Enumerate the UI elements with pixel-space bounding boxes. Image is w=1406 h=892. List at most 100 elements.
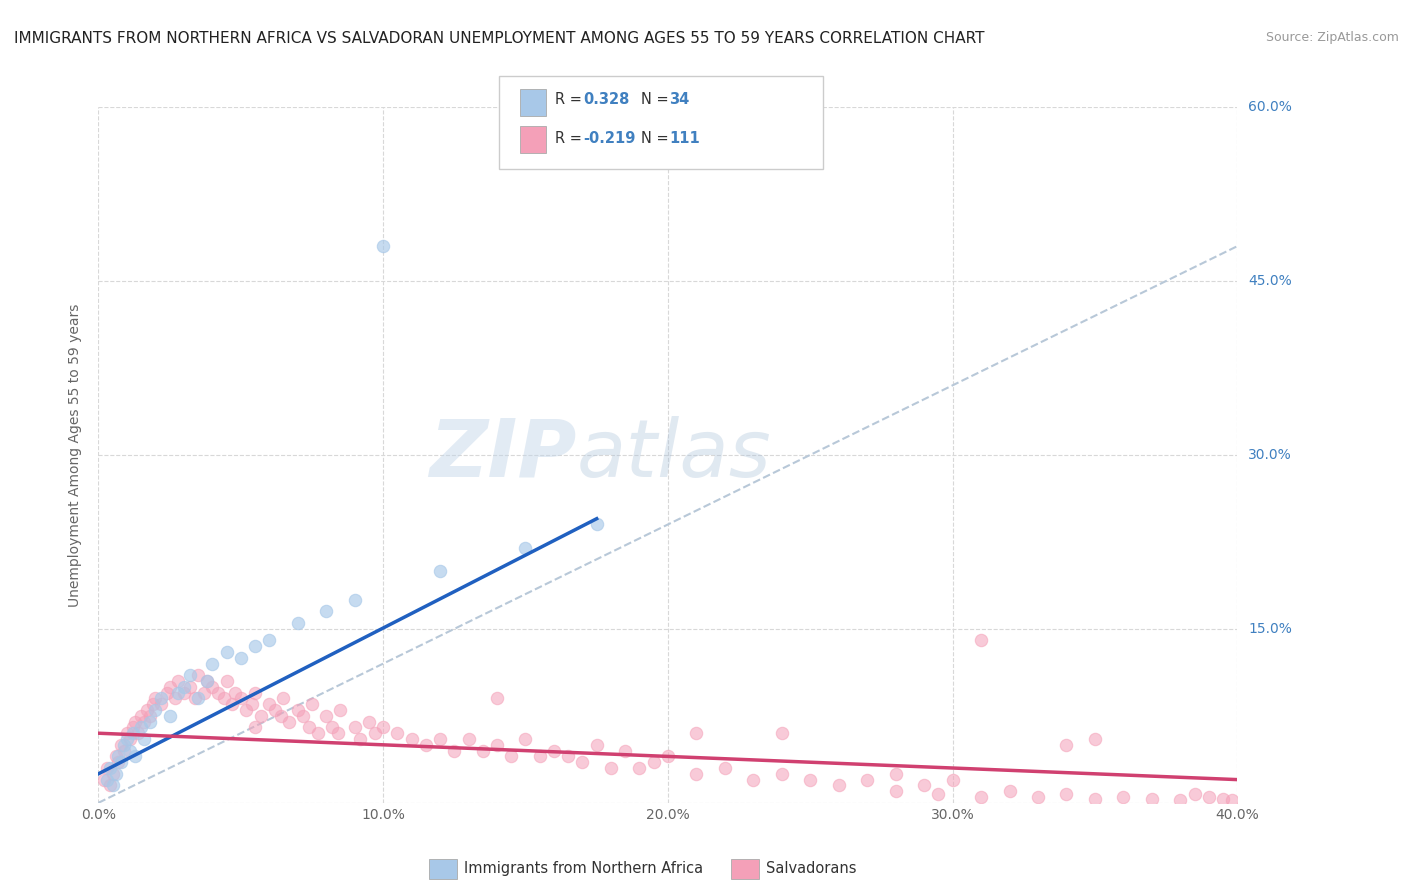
Text: 15.0%: 15.0%: [1249, 622, 1292, 636]
Point: [96, 761, 118, 775]
Point: [121, 721, 143, 735]
Point: [301, 698, 323, 712]
Point: [145, 703, 167, 717]
Point: [187, 691, 209, 706]
Point: [643, 755, 665, 769]
Point: [278, 714, 301, 729]
Text: Immigrants from Northern Africa: Immigrants from Northern Africa: [464, 862, 703, 876]
Point: [329, 703, 352, 717]
Point: [156, 685, 179, 699]
Point: [571, 755, 593, 769]
Point: [249, 708, 271, 723]
Point: [124, 714, 146, 729]
Point: [970, 633, 993, 648]
Point: [173, 680, 195, 694]
Text: R =: R =: [555, 93, 586, 107]
Point: [884, 784, 907, 798]
Point: [115, 731, 138, 746]
Point: [884, 767, 907, 781]
Point: [159, 708, 181, 723]
Point: [1170, 793, 1192, 807]
Point: [1026, 790, 1049, 805]
Point: [110, 738, 132, 752]
Point: [270, 708, 292, 723]
Point: [193, 685, 215, 699]
Point: [259, 698, 281, 712]
Point: [515, 541, 537, 555]
Point: [93, 772, 115, 787]
Point: [104, 767, 127, 781]
Text: 45.0%: 45.0%: [1249, 274, 1292, 288]
Point: [828, 778, 851, 793]
Text: N =: N =: [641, 93, 673, 107]
Point: [145, 691, 167, 706]
Point: [685, 767, 707, 781]
Point: [1084, 792, 1107, 806]
Point: [292, 708, 315, 723]
Point: [201, 657, 224, 671]
Point: [415, 738, 437, 752]
Point: [600, 761, 623, 775]
Point: [1184, 787, 1206, 801]
Point: [1084, 731, 1107, 746]
Point: [742, 772, 765, 787]
Point: [287, 615, 309, 630]
Point: [1056, 787, 1078, 801]
Point: [557, 749, 579, 764]
Point: [486, 738, 509, 752]
Point: [298, 721, 321, 735]
Text: 60.0%: 60.0%: [1249, 100, 1292, 114]
Point: [357, 714, 380, 729]
Text: 30.0%: 30.0%: [1249, 448, 1292, 462]
Point: [179, 680, 201, 694]
Point: [118, 731, 141, 746]
Text: R =: R =: [555, 131, 586, 145]
Point: [486, 691, 509, 706]
Point: [363, 726, 385, 740]
Point: [195, 674, 218, 689]
Point: [264, 703, 287, 717]
Point: [585, 738, 607, 752]
Point: [856, 772, 879, 787]
Point: [585, 517, 607, 532]
Point: [159, 680, 181, 694]
Point: [129, 708, 152, 723]
Point: [201, 680, 224, 694]
Point: [207, 685, 229, 699]
Point: [321, 721, 343, 735]
Point: [429, 564, 451, 578]
Point: [343, 592, 366, 607]
Point: [132, 731, 155, 746]
Point: [315, 708, 337, 723]
Point: [141, 698, 163, 712]
Point: [112, 738, 135, 752]
Point: [373, 721, 395, 735]
Text: N =: N =: [641, 131, 673, 145]
Point: [1056, 738, 1078, 752]
Point: [1212, 792, 1234, 806]
Point: [315, 605, 337, 619]
Point: [187, 668, 209, 682]
Point: [229, 691, 252, 706]
Point: [167, 685, 190, 699]
Point: [229, 651, 252, 665]
Point: [215, 645, 238, 659]
Point: [150, 691, 173, 706]
Point: [150, 698, 173, 712]
Point: [307, 726, 329, 740]
Point: [101, 778, 124, 793]
Point: [912, 778, 935, 793]
Point: [429, 731, 451, 746]
Text: 0.328: 0.328: [583, 93, 630, 107]
Point: [184, 691, 207, 706]
Point: [215, 674, 238, 689]
Point: [1112, 790, 1135, 805]
Y-axis label: Unemployment Among Ages 55 to 59 years: Unemployment Among Ages 55 to 59 years: [69, 303, 83, 607]
Point: [235, 703, 257, 717]
Point: [1220, 793, 1243, 807]
Text: 111: 111: [669, 131, 700, 145]
Point: [443, 744, 465, 758]
Point: [224, 685, 246, 699]
Point: [343, 721, 366, 735]
Point: [98, 761, 121, 775]
